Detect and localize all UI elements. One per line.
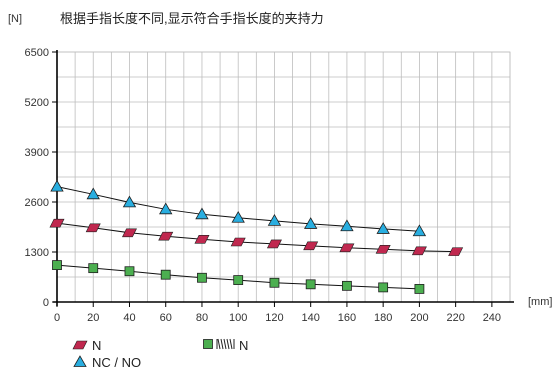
data-point-square (378, 282, 389, 293)
data-point-square (197, 272, 207, 283)
x-axis-unit: [mm] (528, 296, 552, 308)
legend-label: NC / NO (92, 355, 141, 370)
x-tick-label: 160 (338, 312, 356, 324)
data-point-square (124, 266, 135, 277)
data-point-parallelogram (121, 228, 137, 238)
series-square (52, 260, 425, 294)
data-point-parallelogram (85, 223, 101, 233)
x-tick-label: 120 (265, 312, 283, 324)
y-axis-unit: [N] (8, 13, 22, 25)
spring-coil (220, 338, 224, 350)
legend-item: N (203, 338, 248, 353)
data-point-triangle (86, 187, 100, 200)
data-point-parallelogram (339, 243, 355, 253)
data-point-parallelogram (230, 237, 246, 247)
data-point-triangle (267, 214, 282, 226)
legend-item: NC / NO (73, 355, 141, 370)
data-point-parallelogram (49, 218, 65, 228)
x-tick-label: 240 (483, 312, 501, 324)
data-point-square (233, 275, 244, 285)
legend: N NC / NO N (72, 338, 248, 370)
data-point-square (305, 279, 316, 290)
data-point-square (88, 263, 99, 274)
legend-item: N (72, 338, 101, 353)
y-tick-label: 6500 (25, 47, 49, 59)
data-point-parallelogram (303, 241, 319, 251)
series-layer (49, 179, 464, 294)
x-tick-label: 20 (87, 312, 99, 324)
spring-coil (217, 338, 221, 350)
data-point-square (414, 284, 425, 294)
x-tick-label: 140 (302, 312, 320, 324)
data-point-parallelogram (158, 231, 174, 241)
data-point-triangle (412, 224, 427, 237)
spring-coil (223, 338, 227, 350)
spring-coil (226, 338, 230, 350)
data-point-triangle (231, 210, 245, 223)
legend-marker-square (203, 339, 213, 349)
legend-label: N (239, 338, 248, 353)
x-tick-label: 0 (54, 312, 60, 324)
x-tick-label: 80 (196, 312, 208, 324)
data-point-square (160, 269, 171, 280)
x-tick-label: 100 (229, 312, 247, 324)
data-point-parallelogram (411, 246, 427, 256)
series-parallelogram (49, 218, 464, 256)
data-point-triangle (340, 219, 354, 232)
data-point-triangle (376, 222, 390, 234)
legend-label: N (92, 338, 101, 353)
x-tick-label: 40 (123, 312, 135, 324)
y-tick-label: 2600 (25, 197, 49, 209)
spring-icon (216, 338, 235, 350)
data-point-triangle (159, 202, 173, 215)
data-point-parallelogram (448, 247, 464, 256)
series-triangle (50, 179, 427, 237)
data-point-parallelogram (194, 235, 210, 244)
data-point-parallelogram (375, 245, 391, 254)
y-tick-label: 3900 (25, 147, 49, 159)
x-tick-label: 60 (160, 312, 172, 324)
series-line (56, 222, 456, 253)
x-tick-label: 180 (374, 312, 392, 324)
y-tick-label: 5200 (25, 97, 49, 109)
axes: 0 20 40 60 80 100 120 140 160 180 200 220 240 0 1300 26… (25, 47, 514, 324)
data-point-square (269, 277, 280, 288)
data-point-square (342, 280, 352, 291)
data-point-triangle (303, 217, 318, 229)
chart-title: 根据手指长度不同,显示符合手指长度的夹持力 (60, 11, 324, 26)
legend-marker-triangle (73, 355, 87, 367)
legend-marker-parallelogram (72, 340, 88, 350)
data-point-triangle (50, 179, 64, 192)
data-point-triangle (122, 195, 137, 208)
x-tick-label: 220 (446, 312, 464, 324)
grid (56, 51, 511, 303)
y-tick-label: 0 (43, 297, 49, 309)
data-point-parallelogram (266, 239, 282, 249)
data-point-triangle (195, 207, 209, 220)
y-tick-label: 1300 (25, 247, 49, 259)
data-point-square (52, 260, 62, 270)
spring-coil (229, 338, 233, 350)
x-tick-label: 200 (410, 312, 428, 324)
